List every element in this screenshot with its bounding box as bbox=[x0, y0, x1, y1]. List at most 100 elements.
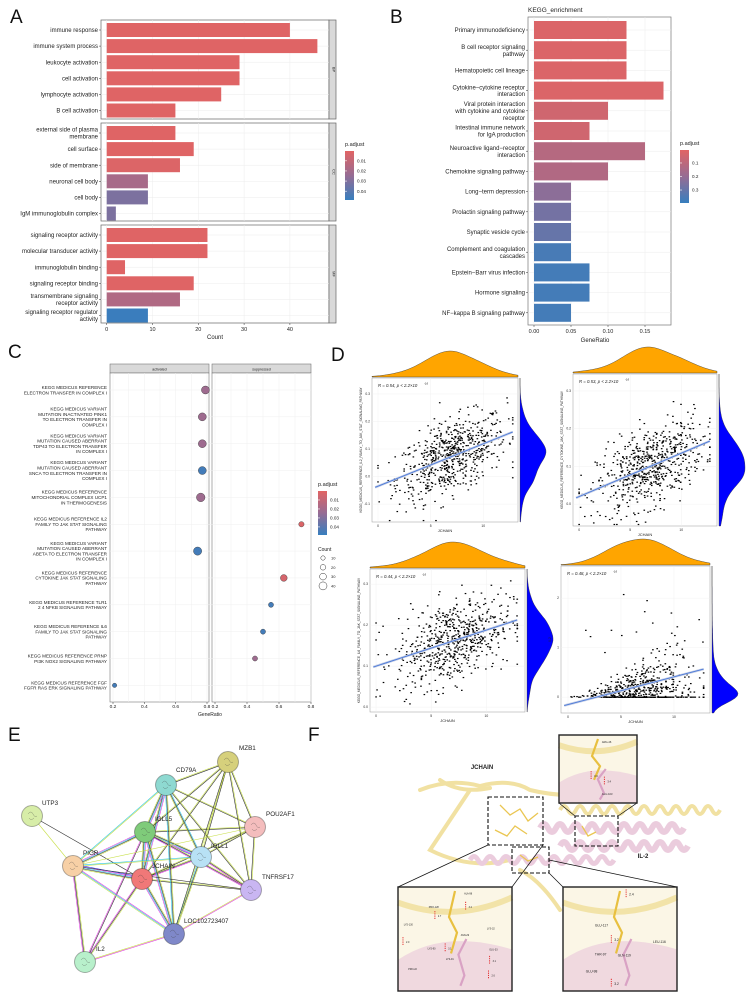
data-point bbox=[627, 505, 630, 508]
panel-letter-c: C bbox=[8, 342, 22, 363]
data-point bbox=[425, 469, 427, 471]
data-point bbox=[648, 454, 650, 456]
network-node[interactable]: PIGR bbox=[62, 850, 99, 877]
data-point bbox=[409, 603, 412, 605]
data-point bbox=[435, 627, 437, 629]
edge-coexp bbox=[227, 762, 255, 828]
data-point bbox=[451, 636, 453, 638]
network-node[interactable]: IL2 bbox=[74, 946, 106, 973]
data-point bbox=[442, 663, 445, 665]
data-point bbox=[511, 436, 514, 438]
data-point bbox=[476, 642, 479, 645]
network-node[interactable]: IGLL1 bbox=[190, 843, 229, 868]
data-point bbox=[441, 439, 444, 442]
data-point bbox=[664, 686, 667, 689]
data-point bbox=[623, 474, 626, 476]
data-point bbox=[440, 636, 443, 638]
data-point bbox=[490, 435, 493, 437]
data-point bbox=[438, 450, 440, 452]
data-point bbox=[460, 663, 463, 665]
data-point bbox=[679, 441, 682, 444]
data-point bbox=[423, 656, 425, 659]
panel-letters: A B C D E F bbox=[8, 7, 403, 746]
data-point bbox=[647, 671, 650, 673]
data-point bbox=[606, 473, 609, 475]
protein-structure-icon bbox=[80, 957, 91, 966]
data-point bbox=[387, 479, 390, 482]
data-point bbox=[688, 676, 690, 678]
data-point bbox=[629, 685, 632, 687]
data-point bbox=[628, 696, 630, 698]
data-point bbox=[654, 696, 657, 698]
data-point bbox=[688, 687, 691, 689]
data-point bbox=[460, 448, 463, 451]
residue-label: LYS-130 bbox=[404, 923, 414, 926]
data-point bbox=[407, 491, 410, 493]
data-point bbox=[656, 471, 659, 473]
residue-label: LYS-91 bbox=[446, 958, 454, 961]
data-point bbox=[455, 604, 458, 606]
data-point bbox=[413, 444, 415, 446]
data-point bbox=[411, 650, 414, 652]
data-point bbox=[643, 675, 645, 677]
data-point bbox=[456, 651, 458, 653]
data-point bbox=[435, 435, 438, 437]
data-point bbox=[454, 650, 456, 652]
data-point bbox=[398, 650, 401, 653]
network-node[interactable]: LOC102723407 bbox=[163, 918, 229, 945]
network-node[interactable]: TNFRSF17 bbox=[240, 874, 295, 901]
data-point bbox=[652, 686, 654, 688]
data-point bbox=[441, 464, 443, 467]
data-point bbox=[453, 635, 456, 637]
data-point bbox=[633, 681, 636, 683]
term-label: CYTOKINE JAK STAT SIGNALING bbox=[35, 576, 107, 581]
data-point bbox=[672, 689, 675, 691]
network-node[interactable]: MZB1 bbox=[217, 745, 257, 773]
data-point bbox=[639, 450, 642, 452]
network-node[interactable]: UTP3 bbox=[21, 800, 59, 827]
facet-strip-label: suppressed bbox=[252, 368, 271, 372]
data-point bbox=[622, 485, 625, 487]
network-node[interactable]: POU2AF1 bbox=[244, 811, 296, 838]
data-point bbox=[452, 498, 455, 500]
data-point bbox=[417, 493, 420, 495]
data-point bbox=[675, 480, 678, 482]
data-point bbox=[425, 492, 427, 494]
data-point bbox=[627, 473, 629, 476]
data-point bbox=[420, 676, 423, 678]
data-point bbox=[438, 608, 441, 610]
data-point bbox=[455, 634, 457, 636]
data-point bbox=[423, 449, 426, 451]
il2-helix bbox=[557, 839, 691, 853]
network-node[interactable]: IGLL5 bbox=[134, 816, 173, 843]
data-point bbox=[645, 695, 648, 698]
data-point bbox=[486, 451, 489, 453]
data-point bbox=[470, 651, 473, 653]
data-point bbox=[423, 473, 425, 475]
network-node[interactable]: JCHAIN bbox=[131, 863, 176, 890]
data-point bbox=[622, 692, 624, 694]
data-point bbox=[420, 655, 422, 657]
data-point bbox=[432, 472, 435, 474]
data-point bbox=[682, 457, 684, 459]
x-tick-label: 0.4 bbox=[141, 704, 148, 710]
data-point bbox=[455, 480, 457, 482]
data-point bbox=[622, 676, 624, 678]
data-point bbox=[420, 678, 423, 681]
node-label: IGLL1 bbox=[211, 843, 229, 850]
data-point bbox=[431, 655, 434, 657]
data-point bbox=[643, 695, 646, 698]
data-point bbox=[426, 479, 428, 481]
data-point bbox=[688, 470, 690, 472]
data-point bbox=[669, 666, 671, 669]
data-point bbox=[448, 426, 451, 429]
network-node[interactable]: CD79A bbox=[155, 767, 198, 796]
data-point bbox=[481, 624, 484, 626]
data-point bbox=[656, 689, 658, 692]
data-point bbox=[416, 636, 419, 638]
data-point bbox=[443, 631, 446, 634]
data-point bbox=[502, 451, 505, 453]
x-tick-label: 0.2 bbox=[212, 704, 219, 710]
data-point bbox=[454, 479, 456, 482]
